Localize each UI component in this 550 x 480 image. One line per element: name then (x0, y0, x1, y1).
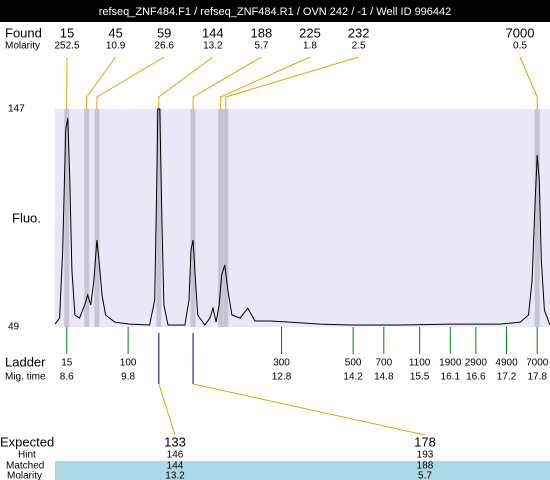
ladder-time: 17.8 (527, 372, 547, 383)
peak-band (534, 109, 540, 327)
found-size: 15 (60, 25, 74, 40)
ladder-time: 14.2 (343, 372, 363, 383)
found-label: Found (5, 25, 42, 40)
expected-size: 178 (414, 434, 436, 449)
matched-value: 144 (167, 461, 184, 472)
ladder-size: 15 (61, 358, 73, 369)
expected-molarity-label: Molarity (7, 471, 42, 480)
expected-connector (158, 383, 176, 436)
found-molarity: 13.2 (203, 41, 223, 52)
ladder-size: 500 (345, 358, 362, 369)
ladder-size: 1900 (439, 358, 462, 369)
ladder-size: 1100 (409, 358, 431, 369)
expected-label: Expected (0, 434, 54, 449)
ladder-size: 700 (375, 358, 392, 369)
found-size: 7000 (506, 25, 535, 40)
found-molarity: 1.8 (303, 41, 317, 52)
ladder-size: 300 (273, 358, 290, 369)
ladder-size: 7000 (526, 358, 549, 369)
matched-band (55, 461, 550, 480)
hint-label: Hint (18, 450, 36, 461)
peak-connector (220, 56, 311, 109)
expected-size: 133 (164, 434, 186, 449)
found-size: 188 (251, 25, 273, 40)
peak-band (190, 109, 196, 327)
peak-band (64, 109, 70, 327)
matched-label: Matched (6, 461, 44, 472)
found-size: 232 (348, 25, 370, 40)
expected-connector (192, 383, 426, 436)
expected-molarity: 13.2 (165, 471, 185, 480)
peak-connector (86, 56, 117, 109)
ladder-time: 9.8 (121, 372, 135, 383)
ladder-time: 16.1 (441, 372, 461, 383)
peak-connector (158, 56, 214, 109)
peak-connector (519, 56, 538, 109)
peak-band (156, 109, 162, 327)
found-molarity: 0.5 (513, 41, 527, 52)
ladder-size: 2900 (465, 358, 488, 369)
ladder-time: 12.8 (272, 372, 292, 383)
peak-connector (96, 56, 165, 109)
y-axis-label: Fluo. (12, 210, 41, 225)
ladder-time: 14.8 (374, 372, 394, 383)
trace (54, 108, 550, 326)
plot-area (55, 109, 550, 327)
hint-value: 146 (167, 450, 184, 461)
ladder-label: Ladder (5, 354, 46, 369)
ladder-time: 17.2 (497, 372, 517, 383)
found-size: 225 (299, 25, 321, 40)
header-bar (0, 0, 550, 22)
y-tick-label: 147 (8, 104, 25, 115)
found-size: 45 (108, 25, 122, 40)
ladder-size: 100 (120, 358, 137, 369)
found-molarity: 5.7 (254, 41, 268, 52)
ladder-size: 4900 (495, 358, 518, 369)
ladder-time: 8.6 (60, 372, 74, 383)
peak-connector (225, 56, 359, 109)
found-size: 144 (202, 25, 224, 40)
ladder-time: 16.6 (466, 372, 486, 383)
found-molarity-label: Molarity (5, 41, 40, 52)
expected-molarity: 5.7 (418, 471, 432, 480)
peak-band (223, 109, 229, 327)
matched-value: 188 (417, 461, 434, 472)
y-tick-label: 49 (8, 322, 20, 333)
peak-band (84, 109, 90, 327)
peak-band (94, 109, 100, 327)
found-molarity: 10.9 (106, 41, 126, 52)
ladder-time: 15.5 (410, 372, 430, 383)
peak-connector (192, 56, 262, 109)
found-molarity: 252.5 (54, 41, 79, 52)
hint-value: 193 (417, 450, 434, 461)
found-molarity: 26.6 (154, 41, 174, 52)
found-molarity: 2.5 (352, 41, 366, 52)
chart-title: refseq_ZNF484.F1 / refseq_ZNF484.R1 / OV… (99, 6, 452, 18)
peak-band (218, 109, 224, 327)
found-size: 59 (157, 25, 171, 40)
ladder-time-label: Mig. time (5, 372, 46, 383)
